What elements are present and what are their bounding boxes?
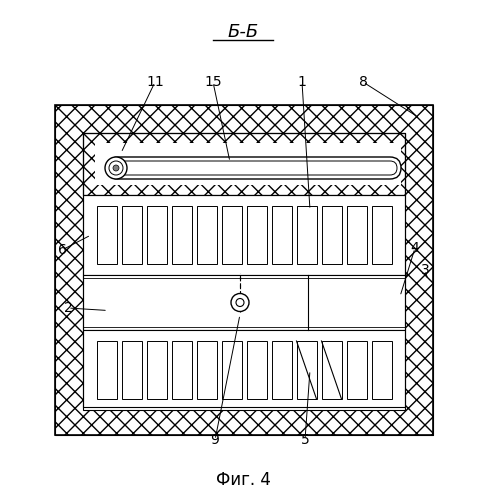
Bar xyxy=(172,206,191,264)
Bar xyxy=(296,341,316,399)
Bar xyxy=(322,206,342,264)
Bar xyxy=(347,341,366,399)
Circle shape xyxy=(105,157,127,179)
Bar xyxy=(83,275,405,330)
Bar xyxy=(97,341,117,399)
Bar xyxy=(246,341,266,399)
Text: Б-Б: Б-Б xyxy=(227,23,259,41)
Text: 1: 1 xyxy=(297,75,307,89)
Text: 3: 3 xyxy=(420,263,429,277)
Bar xyxy=(83,133,405,407)
Circle shape xyxy=(109,161,123,175)
Bar xyxy=(83,330,405,410)
Circle shape xyxy=(236,298,244,306)
Bar xyxy=(222,206,242,264)
Bar xyxy=(371,206,392,264)
Bar xyxy=(322,341,342,399)
Bar xyxy=(296,206,316,264)
Bar xyxy=(246,206,266,264)
Text: 5: 5 xyxy=(301,433,310,447)
Text: 15: 15 xyxy=(204,75,222,89)
Text: 8: 8 xyxy=(359,75,367,89)
Bar xyxy=(97,206,117,264)
Bar xyxy=(83,133,405,195)
Text: 9: 9 xyxy=(210,433,220,447)
FancyBboxPatch shape xyxy=(107,157,401,179)
Bar xyxy=(83,133,405,195)
Bar xyxy=(55,105,433,435)
Bar xyxy=(272,341,292,399)
Bar xyxy=(83,195,405,275)
Circle shape xyxy=(113,165,119,171)
Text: Фиг. 4: Фиг. 4 xyxy=(216,471,270,489)
Bar xyxy=(222,341,242,399)
Bar xyxy=(95,143,401,185)
Text: 11: 11 xyxy=(146,75,164,89)
Bar xyxy=(172,341,191,399)
Bar xyxy=(122,341,141,399)
Bar xyxy=(83,133,405,407)
FancyBboxPatch shape xyxy=(111,161,397,175)
Bar xyxy=(196,206,216,264)
Text: 2: 2 xyxy=(64,301,72,315)
Text: 4: 4 xyxy=(411,241,419,255)
Bar xyxy=(146,206,167,264)
Bar xyxy=(55,105,433,435)
Bar xyxy=(371,341,392,399)
Circle shape xyxy=(231,293,249,311)
Bar xyxy=(196,341,216,399)
Bar xyxy=(122,206,141,264)
Text: 6: 6 xyxy=(57,243,67,257)
Bar xyxy=(272,206,292,264)
Bar xyxy=(347,206,366,264)
Bar xyxy=(146,341,167,399)
